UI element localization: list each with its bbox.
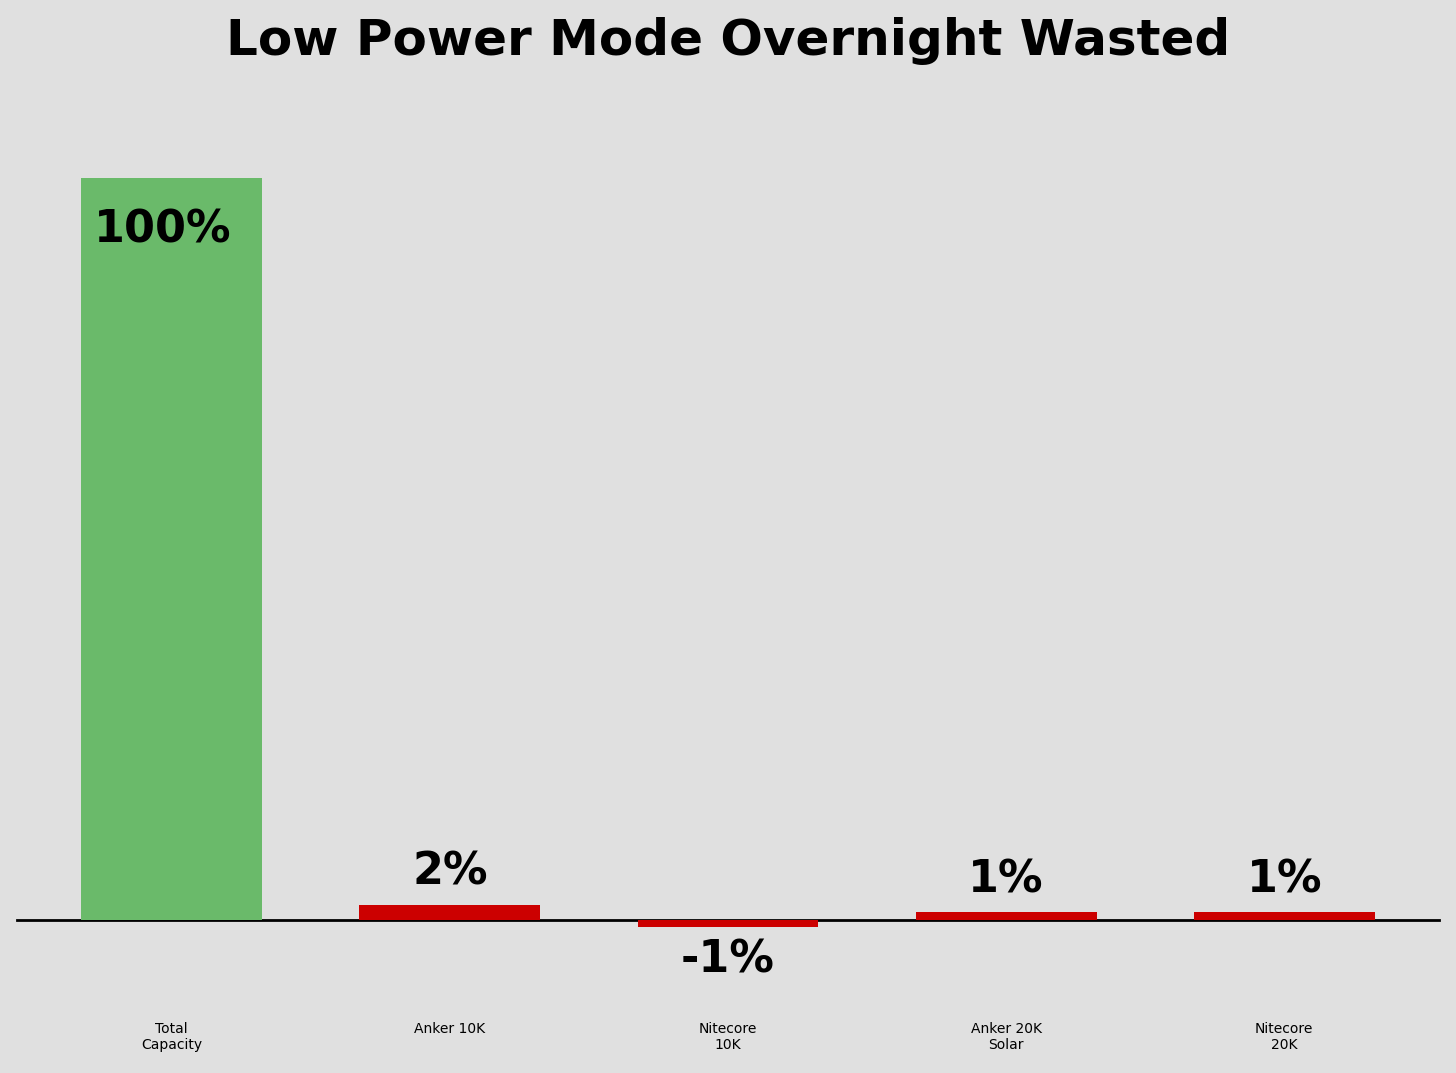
Title: Low Power Mode Overnight Wasted: Low Power Mode Overnight Wasted [226,17,1230,64]
Bar [1194,912,1374,920]
Text: 100%: 100% [93,208,232,251]
Text: 2%: 2% [412,851,488,894]
Bar [360,905,540,920]
Bar [82,178,262,920]
Bar [916,912,1096,920]
Text: 1%: 1% [1246,858,1322,901]
Bar [638,920,818,927]
Text: -1%: -1% [681,939,775,982]
Text: 1%: 1% [968,858,1044,901]
